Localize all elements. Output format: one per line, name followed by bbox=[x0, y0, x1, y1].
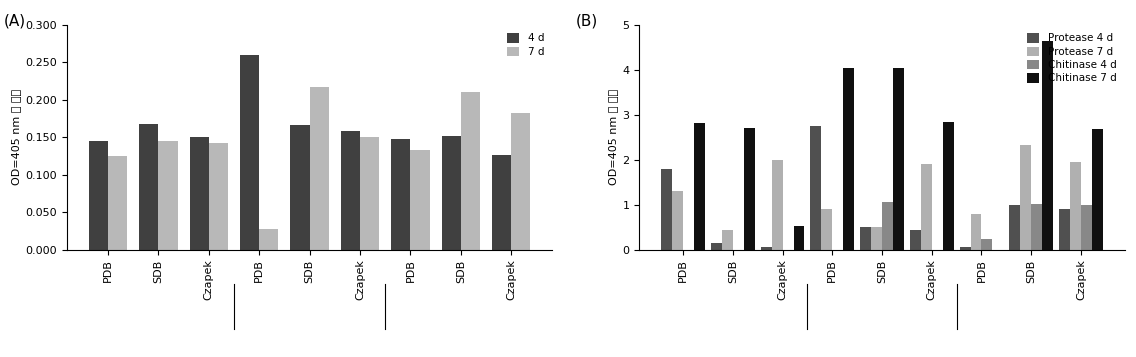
Bar bbox=[821, 210, 833, 250]
Bar bbox=[410, 150, 429, 250]
Legend: 4 d, 7 d: 4 d, 7 d bbox=[503, 30, 548, 60]
Bar bbox=[240, 55, 259, 250]
Bar bbox=[744, 129, 754, 250]
Bar bbox=[360, 137, 379, 250]
Bar bbox=[1081, 205, 1092, 250]
Y-axis label: OD=405 nm 값 측정: OD=405 nm 값 측정 bbox=[608, 89, 618, 185]
Bar bbox=[810, 126, 821, 250]
Bar bbox=[771, 160, 783, 250]
Bar bbox=[1031, 204, 1042, 250]
Bar bbox=[1042, 41, 1053, 250]
Bar bbox=[341, 131, 360, 250]
Bar bbox=[310, 87, 328, 250]
Bar bbox=[982, 238, 993, 250]
Bar bbox=[291, 125, 310, 250]
Bar bbox=[1092, 129, 1103, 250]
Text: (A): (A) bbox=[3, 14, 26, 29]
Bar bbox=[921, 164, 932, 250]
Bar bbox=[860, 227, 871, 250]
Bar bbox=[209, 143, 228, 250]
Bar bbox=[391, 139, 410, 250]
Bar bbox=[259, 229, 278, 250]
Legend: Protease 4 d, Protease 7 d, Chitinase 4 d, Chitinase 7 d: Protease 4 d, Protease 7 d, Chitinase 4 … bbox=[1024, 30, 1120, 87]
Bar bbox=[511, 112, 531, 250]
Bar bbox=[492, 155, 511, 250]
Bar bbox=[1070, 162, 1081, 250]
Bar bbox=[711, 243, 722, 250]
Bar bbox=[893, 67, 904, 250]
Bar bbox=[673, 191, 683, 250]
Bar bbox=[970, 214, 982, 250]
Bar bbox=[694, 122, 705, 250]
Bar bbox=[722, 230, 733, 250]
Bar bbox=[843, 67, 854, 250]
Bar bbox=[661, 169, 673, 250]
Bar bbox=[461, 92, 481, 250]
Bar bbox=[1009, 205, 1020, 250]
Bar bbox=[943, 122, 953, 250]
Bar bbox=[442, 136, 461, 250]
Bar bbox=[1020, 145, 1031, 250]
Bar bbox=[89, 141, 108, 250]
Bar bbox=[158, 141, 177, 250]
Bar bbox=[871, 227, 882, 250]
Bar bbox=[960, 247, 970, 250]
Y-axis label: OD=405 nm 값 측정: OD=405 nm 값 측정 bbox=[11, 89, 22, 185]
Bar bbox=[1059, 210, 1070, 250]
Bar bbox=[190, 137, 209, 250]
Bar bbox=[761, 247, 771, 250]
Bar bbox=[882, 202, 893, 250]
Bar bbox=[910, 230, 921, 250]
Text: (B): (B) bbox=[576, 14, 599, 29]
Bar bbox=[140, 124, 158, 250]
Bar bbox=[794, 226, 804, 250]
Bar bbox=[108, 156, 127, 250]
